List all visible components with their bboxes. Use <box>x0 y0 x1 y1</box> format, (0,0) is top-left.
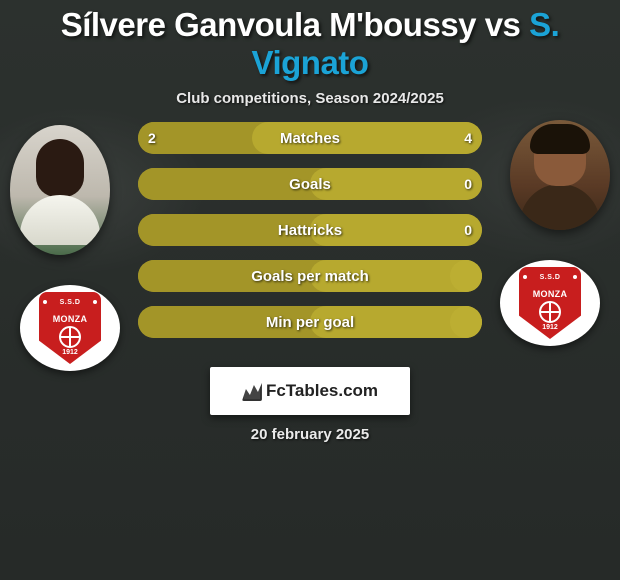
page-title: Sílvere Ganvoula M'boussy vs S. Vignato <box>0 6 620 82</box>
player1-club-badge: S.S.D MONZA 1912 <box>20 285 120 371</box>
subtitle: Club competitions, Season 2024/2025 <box>176 90 444 107</box>
bar-fill-right <box>310 214 482 246</box>
branding-box: FcTables.com <box>210 367 410 415</box>
comparison-card: Sílvere Ganvoula M'boussy vs S. Vignato … <box>0 0 620 580</box>
player1-name: Sílvere Ganvoula M'boussy <box>61 6 476 43</box>
club-wheel-icon <box>539 301 561 323</box>
bar-fill-left <box>138 306 310 338</box>
club-ssd: S.S.D <box>540 274 561 281</box>
stat-bar-matches: Matches24 <box>138 122 482 154</box>
stat-bar-goals: Goals0 <box>138 168 482 200</box>
bar-fill-left <box>138 214 310 246</box>
bar-fill-left <box>138 168 310 200</box>
avatar-body-icon <box>520 184 600 230</box>
comparison-date: 20 february 2025 <box>0 426 620 443</box>
club-ssd: S.S.D <box>60 299 81 306</box>
player2-club-badge: S.S.D MONZA 1912 <box>500 260 600 346</box>
player1-photo-placeholder <box>10 125 110 255</box>
bar-knob-icon <box>450 260 482 292</box>
bar-fill-right <box>310 168 482 200</box>
player1-photo <box>10 125 110 255</box>
club-shield-icon: S.S.D MONZA 1912 <box>519 267 581 339</box>
bar-fill-left <box>138 260 310 292</box>
bar-value-right: 0 <box>464 176 472 192</box>
bar-fill-right <box>252 122 482 154</box>
club-name: MONZA <box>53 314 88 324</box>
bar-value-right: 4 <box>464 130 472 146</box>
avatar-head-icon <box>534 130 586 186</box>
bar-value-right: 0 <box>464 222 472 238</box>
player2-photo-placeholder <box>510 120 610 230</box>
avatar-body-icon <box>20 195 100 245</box>
club-shield-icon: S.S.D MONZA 1912 <box>39 292 101 364</box>
club-year: 1912 <box>542 324 558 331</box>
bar-value-left: 2 <box>148 130 156 146</box>
stat-bars: Matches24Goals0Hattricks0Goals per match… <box>138 122 482 338</box>
branding-text: FcTables.com <box>266 381 378 401</box>
avatar-head-icon <box>36 139 84 197</box>
stat-bar-goals-per-match: Goals per match <box>138 260 482 292</box>
club-name: MONZA <box>533 289 568 299</box>
fctables-logo-icon <box>242 381 262 401</box>
club-year: 1912 <box>62 349 78 356</box>
title-vs: vs <box>485 6 521 43</box>
stat-bar-min-per-goal: Min per goal <box>138 306 482 338</box>
bar-knob-icon <box>450 306 482 338</box>
club-wheel-icon <box>59 326 81 348</box>
stat-bar-hattricks: Hattricks0 <box>138 214 482 246</box>
player2-photo <box>510 120 610 230</box>
